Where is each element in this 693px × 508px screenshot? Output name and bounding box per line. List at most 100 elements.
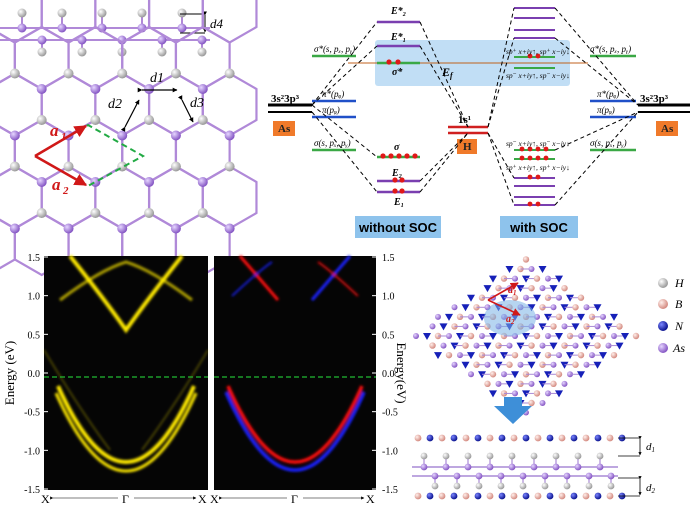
h-atom xyxy=(77,47,87,57)
as-atom xyxy=(512,275,518,282)
h-atom xyxy=(117,68,128,79)
b-atom xyxy=(522,256,530,263)
as-atom xyxy=(17,23,27,33)
h-atom xyxy=(508,452,516,460)
b-atom xyxy=(506,361,513,368)
b-atom xyxy=(610,351,618,359)
h-atom xyxy=(90,208,101,218)
b-atom xyxy=(438,492,446,500)
n-atom xyxy=(527,304,536,312)
h-atom xyxy=(574,452,582,460)
as-atom xyxy=(420,463,428,471)
as-atom xyxy=(90,84,101,94)
h-atom xyxy=(170,68,181,79)
h-atom xyxy=(497,482,505,490)
right-orbital-1: π*(pᵩ) xyxy=(597,89,619,99)
n-atom xyxy=(434,352,442,360)
without-soc-levels: E*₂ E*₁ σ* σ E₂ E₁ xyxy=(377,6,420,208)
as-atom xyxy=(224,130,235,141)
soc-lower-1: sp⁻ x+iy↑, sp⁻ x−iy↓ xyxy=(506,139,570,148)
as-atom xyxy=(556,294,562,301)
spin-up-band xyxy=(226,385,364,464)
h-atom xyxy=(144,208,155,218)
h-atom xyxy=(607,482,615,490)
as-atom xyxy=(508,463,516,471)
n-atom xyxy=(489,275,497,283)
spin-down-band xyxy=(231,261,273,297)
label-sigma: σ xyxy=(394,142,400,153)
h-atom xyxy=(137,8,147,18)
h-atom xyxy=(464,452,472,460)
ytick: -1.0 xyxy=(382,446,398,457)
b-atom xyxy=(511,351,519,359)
n-atom xyxy=(527,361,536,369)
soc-lower-2: sp⁺ x+iy↑, sp⁺ x−iy↓ xyxy=(506,163,570,172)
h-atom-box xyxy=(457,139,477,154)
b-atom xyxy=(533,390,541,397)
n-atom xyxy=(533,352,541,360)
h-atom xyxy=(224,161,235,172)
fermi-label: Ef xyxy=(441,65,454,80)
band-plot-right: 1.51.00.50.0-0.5-1.0-1.5 Energy(eV) X Γ … xyxy=(210,253,409,506)
b-atom xyxy=(467,332,475,340)
as-atom xyxy=(534,371,540,378)
as-atom xyxy=(519,472,527,480)
b-atom xyxy=(511,294,519,301)
as-atom xyxy=(431,472,439,480)
h-atom xyxy=(541,482,549,490)
b-atom xyxy=(572,304,579,311)
n-atom xyxy=(538,266,547,274)
n-atom xyxy=(546,492,554,500)
b-atom xyxy=(558,492,566,500)
legend-as: As xyxy=(672,341,685,355)
as-atom xyxy=(435,313,441,320)
as-atom xyxy=(607,472,615,480)
h-atom xyxy=(486,452,494,460)
ylabel-left: Energy (eV) xyxy=(2,341,17,405)
ytick: -0.5 xyxy=(382,408,398,419)
n-atom xyxy=(549,342,558,350)
ylabel-right: Energy(eV) xyxy=(394,342,409,403)
n-atom xyxy=(599,352,607,360)
h-atom xyxy=(585,482,593,490)
as-atom xyxy=(468,371,474,378)
conduction-band xyxy=(59,260,193,302)
n-atom xyxy=(522,434,530,442)
h-atom xyxy=(97,8,107,18)
h-atom xyxy=(9,161,20,172)
n-atom xyxy=(522,492,530,500)
ytick: 1.5 xyxy=(28,253,41,264)
as-atom xyxy=(57,23,67,33)
right-atom: As xyxy=(661,123,674,135)
as-atom xyxy=(572,342,579,349)
b-atom xyxy=(561,284,568,292)
h-atom xyxy=(431,482,439,490)
b-atom xyxy=(577,351,585,359)
n-atom xyxy=(439,323,448,331)
h-atom xyxy=(224,68,235,79)
as-atom xyxy=(486,463,494,471)
n-atom xyxy=(610,313,618,321)
valence-band xyxy=(54,392,198,473)
as-atom xyxy=(600,313,606,320)
as-atom xyxy=(585,472,593,480)
n-atom xyxy=(555,333,563,340)
left-orbital-3: σ(s, pₓ, pᵧ) xyxy=(314,138,351,148)
as-atom xyxy=(170,130,181,141)
soc-upper-1: sp⁺ x+iy↑, sp⁺ x−iy↓ xyxy=(506,47,570,56)
h-atom xyxy=(197,208,208,218)
as-atom xyxy=(36,177,47,187)
energy-level-diagram: Ef 3s²3p³ As 3s²3p³ As 1s¹ H σ*(s, pₓ, p… xyxy=(268,6,690,238)
b-atom xyxy=(510,434,518,442)
n-atom xyxy=(445,313,453,321)
n-atom xyxy=(593,304,602,312)
h-atom xyxy=(453,482,461,490)
left-orbital-2: π(pᵩ) xyxy=(322,105,340,115)
as-atom xyxy=(506,342,513,349)
d1-label: d1 xyxy=(150,71,164,86)
b-atom xyxy=(528,342,535,349)
h-atom xyxy=(170,161,181,172)
xtick-left-0: X xyxy=(41,492,50,506)
as-atom xyxy=(36,84,47,94)
